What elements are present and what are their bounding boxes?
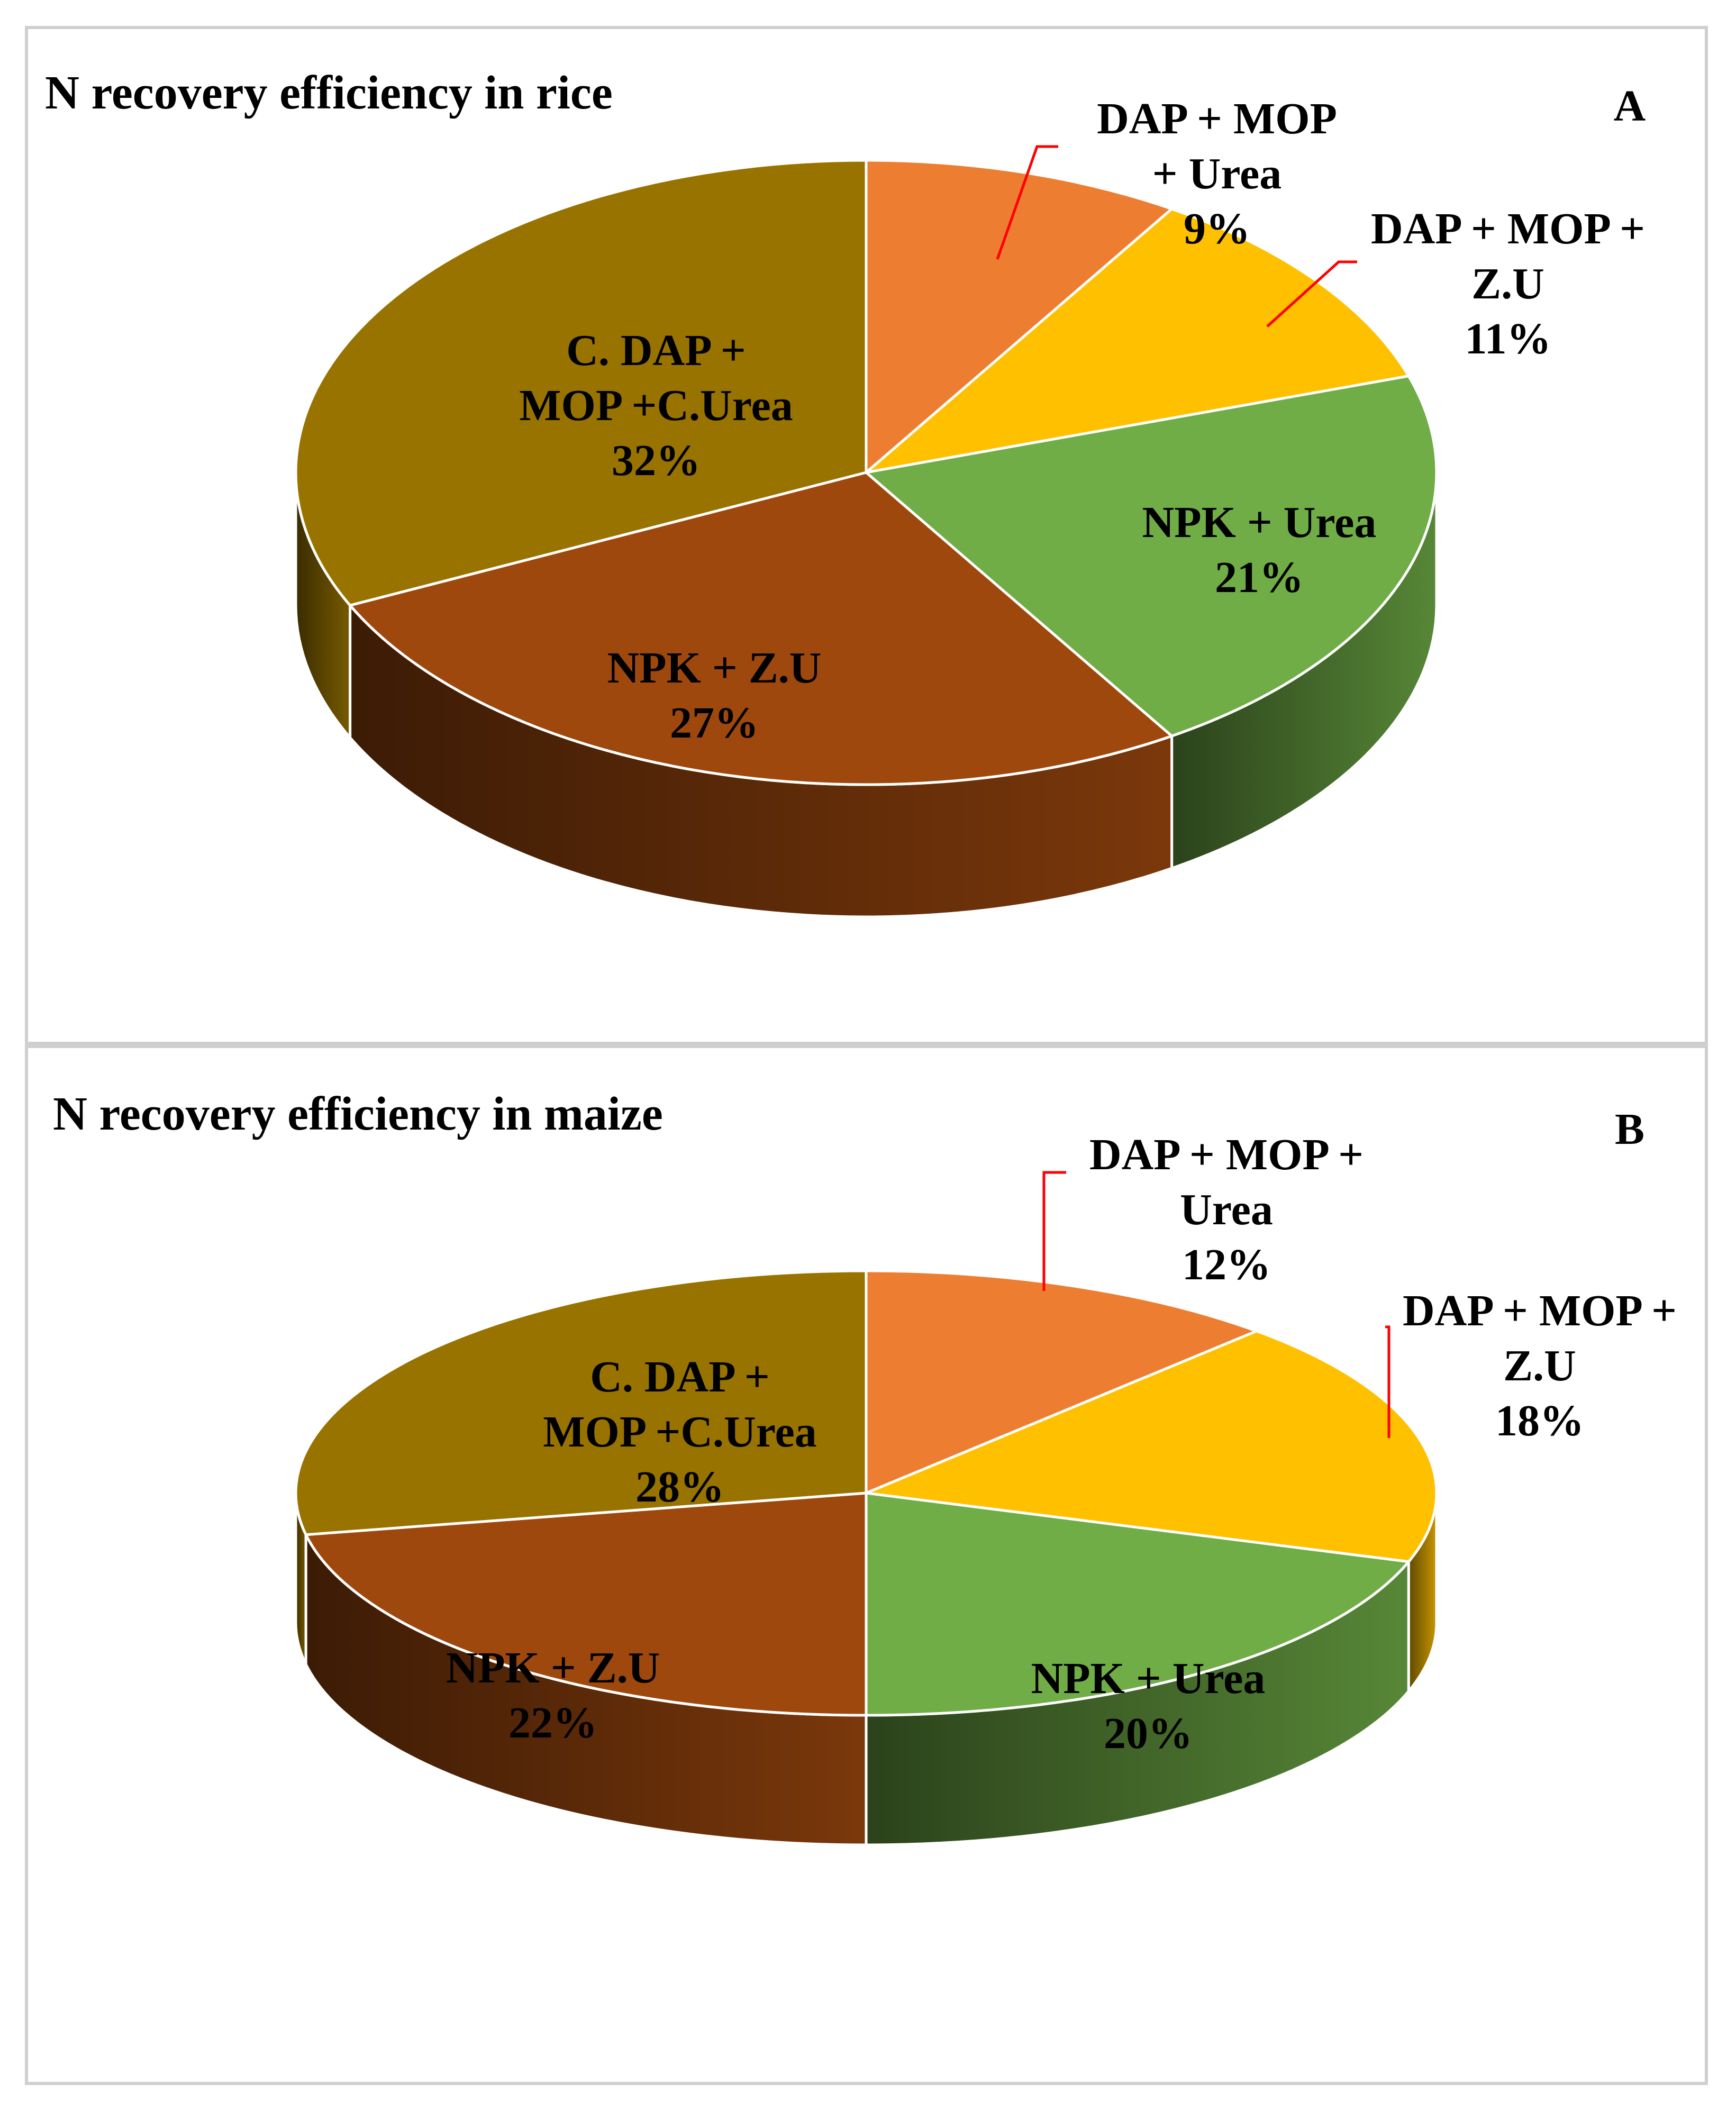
pie-data-labels: DAP + MOP + Urea 9% DAP + MOP + Z.U 11% NPK + … — [519, 94, 1645, 748]
data-label-4: NPK + Z.U 22% — [446, 1643, 660, 1748]
data-label-percent: 21% — [1215, 553, 1304, 602]
data-label-1: DAP + MOP + Urea 9% — [1097, 94, 1337, 253]
data-label-2: DAP + MOP + Z.U 11% — [1371, 204, 1645, 363]
data-label-text: DAP + MOP — [1097, 94, 1337, 143]
pie-side-walls — [294, 1491, 1438, 1846]
data-label-percent: 22% — [508, 1698, 597, 1748]
data-label-text: C. DAP + — [566, 326, 746, 375]
data-label-text: Z.U — [1503, 1341, 1576, 1390]
chart-title-maize: N recovery efficiency in maize — [53, 1088, 663, 1140]
data-label-4: NPK + Z.U 27% — [607, 643, 822, 748]
pie-slice-1 — [865, 1269, 1258, 1495]
pie-top-faces — [294, 1269, 1438, 1717]
pie-slice-3 — [865, 375, 1438, 738]
data-label-text: Z.U — [1471, 259, 1544, 308]
data-label-text: Urea — [1180, 1185, 1273, 1234]
pie-top-faces — [294, 159, 1438, 786]
panel-letter-a: A — [1614, 81, 1646, 131]
data-label-text: C. DAP + — [590, 1352, 770, 1402]
data-label-percent: 27% — [670, 698, 759, 748]
data-label-text: MOP +C.Urea — [519, 381, 793, 430]
leader-line-1 — [996, 145, 1058, 260]
panel-b-maize: N recovery efficiency in maize B DAP + M… — [25, 1045, 1708, 2085]
chart-title-rice: N recovery efficiency in rice — [45, 67, 613, 119]
leader-line-2 — [1266, 260, 1357, 327]
data-label-5: C. DAP + MOP +C.Urea 28% — [543, 1352, 817, 1512]
data-label-percent: 20% — [1104, 1709, 1193, 1758]
data-label-text: DAP + MOP + — [1089, 1130, 1364, 1179]
pie-chart-maize: DAP + MOP + Urea 12% DAP + MOP + Z.U 18% NPK +… — [294, 1130, 1677, 1846]
leader-line-1 — [1042, 1171, 1066, 1291]
pie-slice-3 — [865, 1491, 1410, 1717]
pie-slice-5 — [294, 1269, 868, 1536]
data-label-text: NPK + Urea — [1031, 1654, 1266, 1703]
pie-data-labels: DAP + MOP + Urea 12% DAP + MOP + Z.U 18% NPK +… — [446, 1130, 1677, 1758]
data-label-text: + Urea — [1152, 149, 1282, 198]
data-label-percent: 18% — [1495, 1396, 1584, 1445]
data-label-3: NPK + Urea 21% — [1142, 498, 1377, 602]
data-label-percent: 9% — [1184, 204, 1250, 253]
pie-slice-1 — [865, 159, 1174, 474]
data-label-text: NPK + Urea — [1142, 498, 1377, 547]
data-label-1: DAP + MOP + Urea 12% — [1089, 1130, 1364, 1289]
pie-slice-4 — [304, 1491, 868, 1717]
data-label-percent: 12% — [1182, 1240, 1271, 1289]
data-label-percent: 11% — [1465, 314, 1551, 363]
data-label-2: DAP + MOP + Z.U 18% — [1403, 1286, 1677, 1445]
data-label-5: C. DAP + MOP +C.Urea 32% — [519, 326, 793, 485]
data-label-text: NPK + Z.U — [607, 643, 822, 693]
data-label-3: NPK + Urea 20% — [1031, 1654, 1266, 1758]
panel-a-rice: N recovery efficiency in rice A DAP + MO… — [25, 26, 1708, 1045]
leader-line-2 — [1385, 1325, 1390, 1438]
data-label-percent: 32% — [612, 436, 701, 485]
data-label-text: DAP + MOP + — [1371, 204, 1645, 253]
pie-slice-5 — [294, 159, 868, 607]
data-label-text: NPK + Z.U — [446, 1643, 660, 1693]
data-label-percent: 28% — [635, 1462, 724, 1512]
data-label-text: DAP + MOP + — [1403, 1286, 1677, 1335]
panel-letter-b: B — [1615, 1105, 1644, 1154]
pie-slice-4 — [349, 471, 1174, 786]
pie-chart-rice: DAP + MOP + Urea 9% DAP + MOP + Z.U 11% NPK + … — [294, 94, 1645, 918]
pie-slice-2 — [865, 1330, 1438, 1563]
data-label-text: MOP +C.Urea — [543, 1407, 817, 1457]
